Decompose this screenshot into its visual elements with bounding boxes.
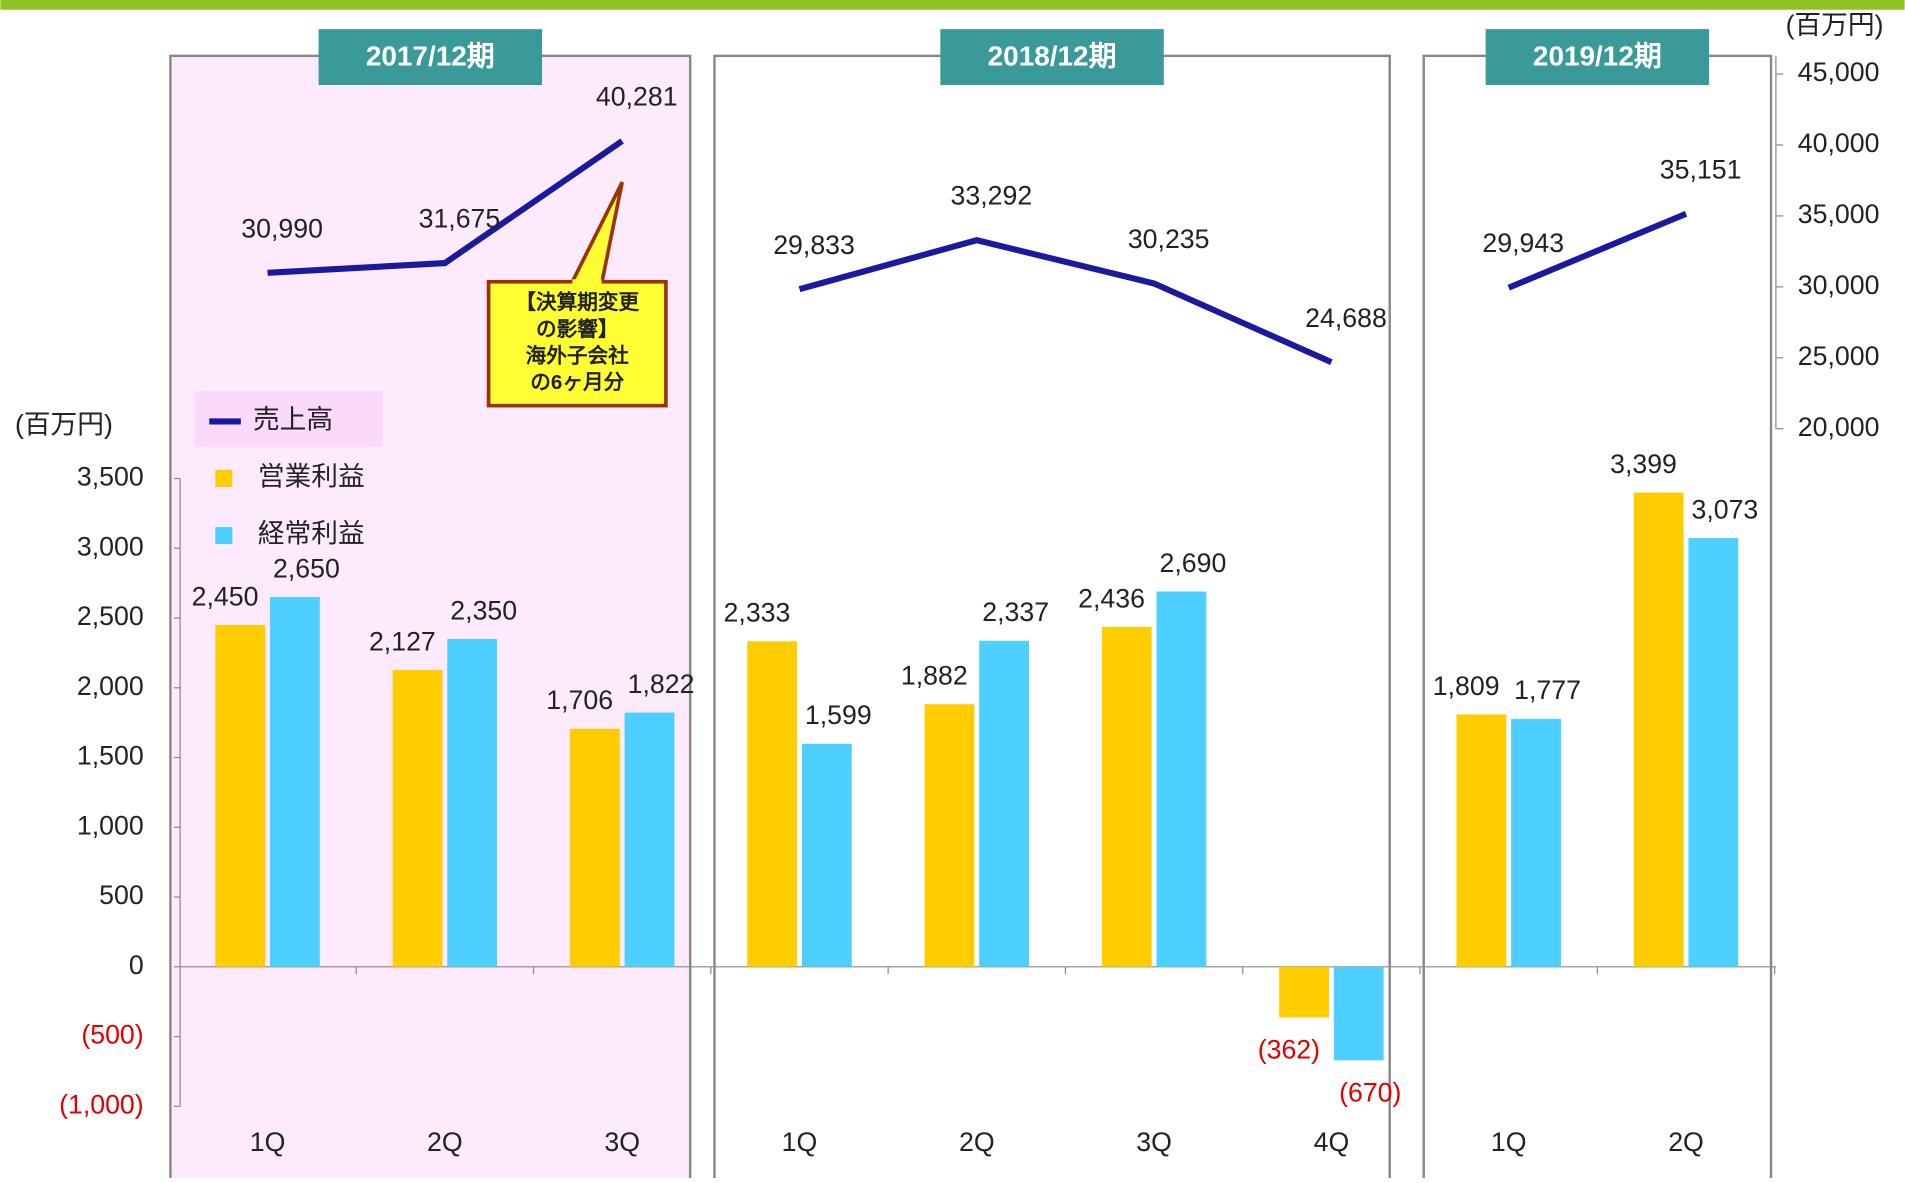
callout-box <box>486 279 668 408</box>
y-tick-label: (1,000) <box>59 1089 144 1119</box>
line-value-label: 33,292 <box>951 181 1033 211</box>
callout-join <box>572 279 602 287</box>
line-value-label: 24,688 <box>1305 303 1387 333</box>
y2-tick-label: 30,000 <box>1798 270 1880 300</box>
y2-tick-label: 20,000 <box>1798 412 1880 442</box>
bar <box>1633 492 1684 967</box>
sales-line <box>1507 210 1688 291</box>
legend-label: 営業利益 <box>258 462 365 492</box>
bar <box>269 597 320 967</box>
bar-value-label: 3,073 <box>1691 494 1758 524</box>
bar-value-label: 1,809 <box>1433 671 1500 701</box>
line-value-label: 40,281 <box>596 82 678 112</box>
bar <box>1688 538 1739 967</box>
bar <box>447 638 498 967</box>
y2-tick-label: 45,000 <box>1798 57 1880 87</box>
x-tick-label: 1Q <box>782 1127 818 1157</box>
legend-swatch <box>215 469 233 487</box>
bar <box>1101 626 1152 967</box>
bar-value-label: 2,436 <box>1078 583 1145 613</box>
bar <box>1456 714 1507 967</box>
period-label-bg <box>940 29 1164 86</box>
bar <box>801 743 852 967</box>
y-tick-label: 2,000 <box>77 671 144 701</box>
bar-value-label: 2,650 <box>273 553 340 583</box>
y-unit: (百万円) <box>15 409 113 439</box>
bar-value-label: 2,337 <box>982 597 1049 627</box>
bar-value-label: 1,599 <box>805 700 872 730</box>
sales-line <box>798 237 1333 365</box>
x-tick-label: 2Q <box>427 1127 463 1157</box>
bar <box>1156 591 1207 967</box>
y2-tick-label: 25,000 <box>1798 341 1880 371</box>
period-label: 2019/12期 <box>1533 41 1662 72</box>
bar <box>1279 966 1329 1018</box>
bar <box>215 624 266 967</box>
top-strip <box>0 0 1905 10</box>
bar-value-label: 2,690 <box>1160 548 1227 578</box>
bar-value-label: 3,399 <box>1610 449 1677 479</box>
legend-label: 経常利益 <box>258 519 365 549</box>
period-label-bg <box>1485 29 1710 86</box>
x-tick-label: 4Q <box>1314 1127 1350 1157</box>
y2-tick-label: 40,000 <box>1798 128 1880 158</box>
bar-value-label: 1,822 <box>628 669 695 699</box>
x-tick-label: 1Q <box>1491 1127 1527 1157</box>
period-label: 2018/12期 <box>988 41 1117 72</box>
y-tick-label: 3,500 <box>77 462 144 492</box>
bar <box>1333 966 1384 1061</box>
sales-line <box>267 138 624 276</box>
bar-value-label: 2,333 <box>724 598 791 628</box>
bar <box>979 640 1030 967</box>
period-label-bg <box>318 29 543 86</box>
bar-value-label: 1,706 <box>546 685 613 715</box>
period-label: 2017/12期 <box>366 41 495 72</box>
bar <box>1511 718 1561 967</box>
bar-value-label: 2,127 <box>369 626 436 656</box>
y-tick-label: 2,500 <box>77 601 144 631</box>
y-tick-label: 1,000 <box>77 810 144 840</box>
bar-value-label: 2,350 <box>450 595 517 625</box>
legend-label: 売上高 <box>253 404 333 434</box>
y2-unit: (百万円) <box>1786 10 1884 40</box>
x-tick-label: 1Q <box>250 1127 286 1157</box>
bar-value-label: (670) <box>1339 1077 1401 1107</box>
line-value-label: 29,833 <box>773 230 855 260</box>
y2-tick-label: 35,000 <box>1798 199 1880 229</box>
y-tick-label: 3,000 <box>77 531 144 561</box>
annotation: 【決算期変更 <box>515 290 639 314</box>
bar <box>392 670 443 967</box>
line-value-label: 29,943 <box>1482 228 1564 258</box>
bar <box>924 704 975 967</box>
line-value-label: 30,235 <box>1128 224 1210 254</box>
annotation: の6ヶ月分 <box>530 371 624 394</box>
bar-value-label: 1,777 <box>1514 675 1581 705</box>
y-tick-label: (500) <box>81 1020 143 1050</box>
x-tick-label: 2Q <box>1668 1127 1704 1157</box>
line-value-label: 31,675 <box>419 204 501 234</box>
y-tick-label: 500 <box>99 880 144 910</box>
x-tick-label: 3Q <box>604 1127 640 1157</box>
line-value-label: 35,151 <box>1660 154 1742 184</box>
bar-value-label: (362) <box>1258 1034 1320 1064</box>
y-tick-label: 1,500 <box>77 741 144 771</box>
line-value-label: 30,990 <box>241 213 323 243</box>
x-tick-label: 3Q <box>1136 1127 1172 1157</box>
bar <box>747 641 798 967</box>
annotation: の影響】 <box>536 317 619 341</box>
bar <box>569 728 620 967</box>
y-tick-label: 0 <box>129 950 144 980</box>
period-box <box>713 54 1391 1183</box>
bar <box>624 712 675 967</box>
annotation: 海外子会社 <box>526 343 630 367</box>
bar-value-label: 2,450 <box>192 581 259 611</box>
x-tick-label: 2Q <box>959 1127 995 1157</box>
bar-value-label: 1,882 <box>901 661 968 691</box>
legend-swatch <box>215 527 233 545</box>
